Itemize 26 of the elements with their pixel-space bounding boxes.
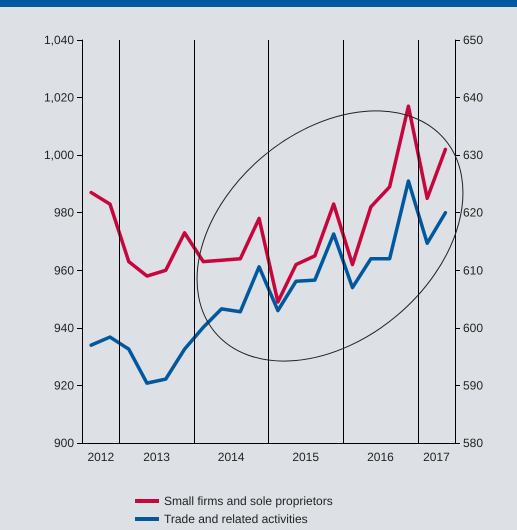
y2-tick-label: 650 [463, 33, 484, 47]
y2-tick-label: 590 [463, 378, 484, 392]
y-tick-label: 900 [54, 436, 74, 450]
y2-tick-label: 580 [463, 436, 484, 450]
y-tick-label: 980 [54, 206, 74, 220]
y-tick-label: 960 [54, 263, 74, 278]
line-series [89, 179, 448, 385]
x-tick-label: 2015 [292, 450, 320, 464]
x-tick-label: 2017 [423, 450, 450, 464]
x-tick-label: 2016 [367, 450, 394, 464]
x-tick-label: 2014 [218, 450, 245, 464]
y2-tick-label: 640 [463, 90, 484, 105]
legend-label: Small firms and sole proprietors [164, 494, 333, 508]
y-tick-label: 1,040 [44, 33, 74, 47]
x-tick-label: 2012 [87, 450, 114, 464]
y2-tick-label: 620 [463, 206, 484, 220]
line-series [89, 104, 448, 304]
x-tick-label: 2013 [143, 450, 170, 464]
y2-tick-label: 630 [463, 148, 484, 162]
y-tick-label: 1,020 [44, 90, 74, 105]
legend-label: Trade and related activities [164, 512, 308, 526]
y-tick-label: 1,000 [44, 148, 74, 162]
y-tick-label: 920 [54, 378, 74, 392]
y2-tick-label: 600 [463, 320, 484, 335]
y2-tick-label: 610 [463, 263, 484, 278]
y-tick-label: 940 [54, 320, 74, 335]
